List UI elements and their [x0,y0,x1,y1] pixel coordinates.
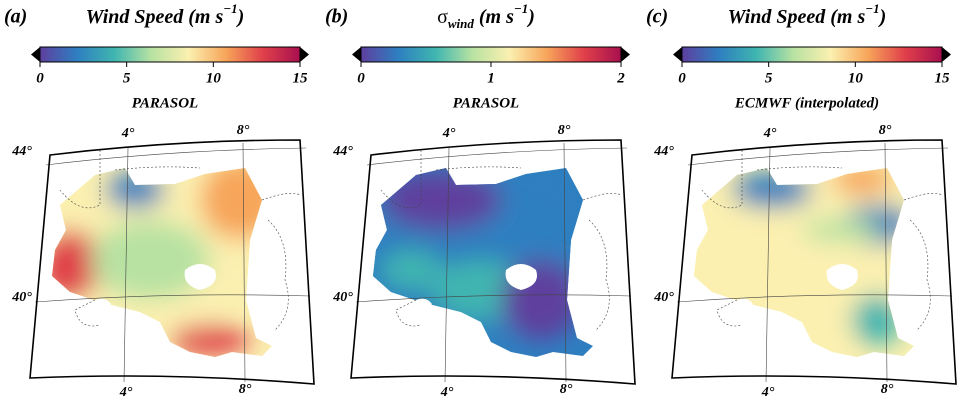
title-part: Wind Speed (m s [86,6,224,28]
colorbar-tick-label: 5 [123,70,131,86]
title-part: −1 [223,1,237,16]
lon-label-top: 8° [879,123,892,138]
title-part: −1 [865,1,879,16]
colorbar-min-arrow [31,47,40,62]
lon-label-bottom: 4° [440,385,454,400]
title-part: Wind Speed (m s [728,6,866,28]
colorbar-tick-label: 15 [935,70,951,86]
data-field [351,160,611,370]
panel-label: (b) [325,6,348,28]
colorbar-tick-label: 0 [36,70,44,86]
data-field [672,160,932,370]
panel: (b) σwind (m s−1) 0 1 2 PARASOL 44° 40° 4° 8° 4° 8° [325,1,635,400]
lon-label-top: 8° [558,123,571,138]
field-blob [832,165,892,195]
panel-label: (a) [4,6,27,28]
map-subtitle: PARASOL [453,95,519,111]
field-blob [170,325,250,355]
title-part: (m s [474,6,514,28]
colorbar-tick-label: 10 [848,70,864,86]
map-subtitle: PARASOL [132,95,198,111]
lon-label-top: 4° [763,126,777,141]
panel-title: Wind Speed (m s−1) [86,1,245,27]
colorbar-tick-label: 0 [678,70,686,86]
colorbar-max-arrow [621,47,630,62]
lon-label-bottom: 4° [761,385,775,400]
colorbar-min-arrow [673,47,682,62]
colorbar-max-arrow [300,47,309,62]
field-blobs [351,160,611,340]
map [30,140,314,384]
colorbar [40,47,300,62]
lat-label: 44° [11,144,32,159]
lat-label: 40° [653,290,674,305]
panel: (c) Wind Speed (m s−1) 0 5 10 15 ECMWF (interp… [646,1,956,400]
field-blob [381,170,501,230]
field-blob [90,220,210,300]
title-part: wind [448,16,475,31]
colorbar [361,47,621,62]
title-part: ) [526,6,535,28]
lon-label-bottom: 8° [881,382,894,397]
lon-label-top: 8° [237,123,250,138]
title-part: σ [437,6,448,28]
field-blob [381,250,441,290]
lat-label: 44° [332,144,353,159]
field-blob [200,160,280,240]
lat-label: 44° [653,144,674,159]
map-subtitle: ECMWF (interpolated) [734,95,879,111]
colorbar-min-arrow [352,47,361,62]
colorbar-tick-label: 10 [206,70,222,86]
lon-label-bottom: 8° [239,382,252,397]
panel: (a) Wind Speed (m s−1) 0 5 10 15 PARASOL 44° 40°… [4,1,314,400]
title-part: ) [236,6,245,28]
field-blob [802,218,882,242]
colorbar-max-arrow [942,47,951,62]
colorbar-tick-label: 5 [765,70,773,86]
lon-label-bottom: 4° [119,385,133,400]
figure: (a)Wind Speed (m s−1)051015PARASOL44°40°… [0,0,964,403]
map [672,140,956,384]
title-part: −1 [514,1,528,16]
panel-title: σwind (m s−1) [437,1,535,31]
panel-label: (c) [646,6,668,28]
lat-label: 40° [11,290,32,305]
panel-title: Wind Speed (m s−1) [728,1,887,27]
field-blob [105,172,165,208]
colorbar [682,47,942,62]
lon-label-top: 4° [121,126,135,141]
lat-label: 40° [332,290,353,305]
colorbar-tick-label: 2 [616,70,625,86]
lon-label-bottom: 8° [560,382,573,397]
field-blob [732,172,812,208]
lon-label-top: 4° [442,126,456,141]
colorbar-tick-label: 0 [357,70,365,86]
field-blob [852,295,902,345]
colorbar-tick-label: 15 [293,70,309,86]
colorbar-tick-label: 1 [487,70,495,86]
map [351,140,635,384]
title-part: ) [878,6,887,28]
